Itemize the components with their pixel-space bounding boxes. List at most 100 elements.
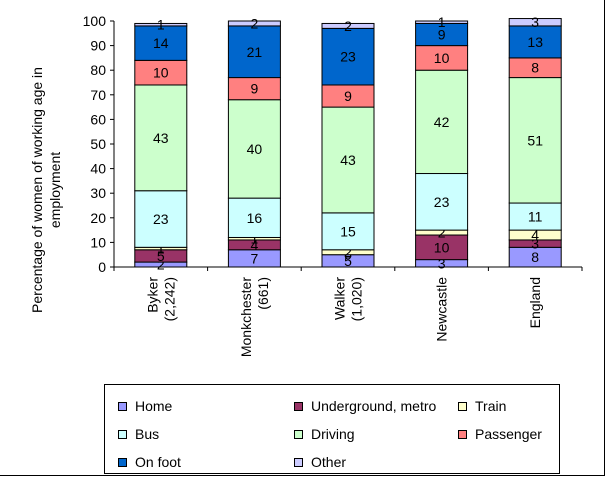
legend-label-home: Home [135, 398, 173, 414]
bar-on-foot-1 [134, 25, 188, 61]
data-label-train-1: 1 [157, 241, 165, 257]
bar-other-3 [321, 22, 375, 29]
bar-bus-5 [508, 202, 562, 231]
legend-label-other: Other [311, 454, 347, 470]
bar-driving-2 [227, 99, 281, 199]
data-label-bus-5: 11 [528, 209, 543, 225]
data-label-other-2: 2 [251, 15, 259, 31]
legend-swatch-bus [118, 429, 127, 439]
legend: Home Underground, metro Train Bus Drivin… [104, 384, 560, 474]
data-label-home-5: 8 [531, 249, 539, 265]
data-label-other-5: 3 [531, 14, 539, 30]
bar-other-4 [415, 20, 469, 24]
bar-other-1 [134, 22, 188, 27]
bar-bus-4 [415, 173, 469, 231]
legend-item-passenger: Passenger [458, 425, 542, 443]
data-label-driving-2: 40 [247, 141, 263, 157]
legend-label-passenger: Passenger [475, 426, 542, 442]
legend-label-train: Train [475, 398, 507, 414]
data-label-driving-5: 51 [527, 132, 543, 148]
data-label-other-1: 1 [157, 17, 165, 33]
data-label-underground-metro-4: 10 [434, 239, 450, 255]
data-label-home-1: 2 [157, 257, 165, 273]
legend-item-train: Train [458, 397, 506, 415]
bar-driving-5 [508, 77, 562, 204]
bar-underground-metro-4 [415, 234, 469, 261]
bar-on-foot-2 [227, 25, 281, 79]
x-tick-label-1: Byker(2,242) [144, 277, 177, 322]
data-label-train-2: 1 [251, 231, 259, 247]
data-label-underground-metro-1: 5 [157, 248, 165, 264]
data-label-train-3: 2 [344, 244, 352, 260]
legend-item-underground: Underground, metro [294, 397, 436, 415]
x-tick-label-2: Monkchester(661) [238, 277, 271, 357]
y-tick-label-70: 70 [90, 87, 106, 103]
y-tick-label-50: 50 [90, 136, 106, 152]
data-label-bus-2: 16 [247, 210, 263, 226]
y-tick-label-0: 0 [98, 259, 106, 275]
legend-swatch-train [458, 401, 467, 411]
legend-swatch-underground [294, 401, 303, 411]
data-label-on-foot-1: 14 [153, 35, 169, 51]
data-label-bus-4: 23 [434, 194, 450, 210]
legend-label-bus: Bus [135, 426, 160, 442]
data-label-home-4: 3 [438, 255, 446, 271]
data-label-passenger-4: 10 [434, 50, 450, 66]
y-tick-label-60: 60 [90, 111, 106, 127]
data-label-bus-3: 15 [340, 223, 356, 239]
data-label-driving-3: 43 [340, 152, 356, 168]
y-tick-label-90: 90 [90, 38, 106, 54]
legend-item-bus: Bus [118, 425, 159, 443]
y-tick-label-10: 10 [90, 234, 106, 250]
x-tick-label-4: Newcastle [434, 277, 450, 342]
data-label-bus-1: 23 [153, 211, 169, 227]
data-label-passenger-3: 9 [344, 88, 352, 104]
data-label-on-foot-5: 13 [527, 34, 543, 50]
x-tick-label-5: England [527, 277, 543, 328]
legend-swatch-on-foot [118, 457, 127, 467]
legend-label-underground: Underground, metro [311, 398, 437, 414]
legend-swatch-passenger [458, 429, 467, 439]
legend-item-on-foot: On foot [118, 453, 181, 471]
data-label-driving-1: 43 [153, 130, 169, 146]
data-label-on-foot-4: 9 [438, 27, 446, 43]
data-label-driving-4: 42 [434, 114, 450, 130]
data-label-train-5: 4 [531, 227, 539, 243]
data-label-on-foot-2: 21 [247, 44, 263, 60]
data-label-home-3: 5 [344, 253, 352, 269]
legend-item-driving: Driving [294, 425, 355, 443]
data-label-passenger-2: 9 [251, 81, 259, 97]
data-label-on-foot-3: 23 [340, 49, 356, 65]
y-tick-label-20: 20 [90, 210, 106, 226]
data-label-train-4: 2 [438, 225, 446, 241]
legend-swatch-home [118, 401, 127, 411]
bar-driving-3 [321, 106, 375, 214]
data-label-home-2: 7 [251, 250, 259, 266]
bar-driving-1 [134, 84, 188, 192]
bar-on-foot-5 [508, 25, 562, 59]
y-tick-label-100: 100 [83, 13, 107, 29]
data-label-underground-metro-2: 4 [251, 237, 259, 253]
bar-passenger-1 [134, 59, 188, 86]
legend-item-other: Other [294, 453, 346, 471]
bar-bus-3 [321, 212, 375, 251]
legend-label-driving: Driving [311, 426, 355, 442]
bar-bus-1 [134, 190, 188, 248]
bar-other-2 [227, 20, 281, 27]
bar-on-foot-3 [321, 27, 375, 86]
y-tick-label-80: 80 [90, 62, 106, 78]
data-label-other-3: 2 [344, 18, 352, 34]
legend-swatch-other [294, 457, 303, 467]
legend-label-on-foot: On foot [135, 454, 181, 470]
y-tick-label-30: 30 [90, 185, 106, 201]
data-label-passenger-1: 10 [153, 65, 169, 81]
legend-item-home: Home [118, 397, 172, 415]
legend-swatch-driving [294, 429, 303, 439]
y-tick-label-40: 40 [90, 161, 106, 177]
bar-other-5 [508, 18, 562, 27]
y-axis-title: Percentage of women of working age in emp… [29, 67, 63, 313]
data-label-underground-metro-5: 3 [531, 236, 539, 252]
x-tick-label-3: Walker(1,020) [332, 277, 365, 322]
